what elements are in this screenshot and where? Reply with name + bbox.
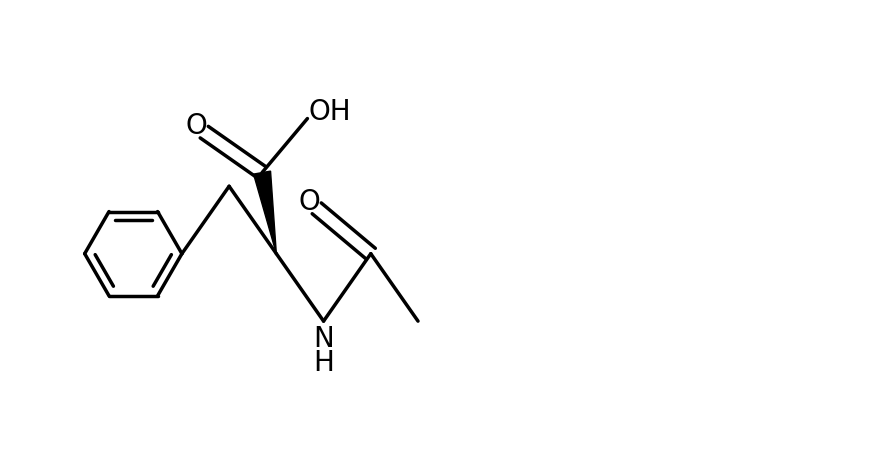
Text: H: H: [313, 348, 334, 377]
Polygon shape: [253, 171, 276, 254]
Text: OH: OH: [308, 98, 351, 126]
Text: O: O: [298, 188, 320, 216]
Text: O: O: [185, 112, 207, 140]
Text: N: N: [313, 325, 334, 353]
